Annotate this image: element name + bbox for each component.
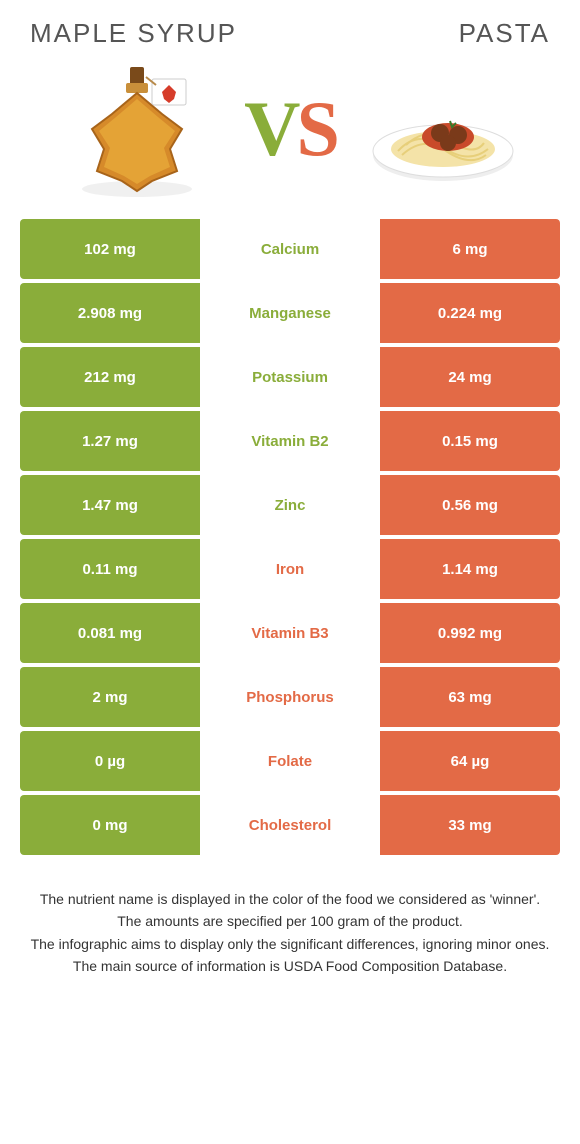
cell-left-value: 0 mg — [20, 795, 200, 855]
cell-right-value: 64 µg — [380, 731, 560, 791]
cell-left-value: 0.11 mg — [20, 539, 200, 599]
vs-v: V — [244, 85, 296, 172]
table-row: 0 mgCholesterol33 mg — [20, 795, 560, 855]
cell-nutrient-name: Calcium — [200, 219, 380, 279]
cell-right-value: 0.15 mg — [380, 411, 560, 471]
cell-left-value: 0 µg — [20, 731, 200, 791]
cell-right-value: 6 mg — [380, 219, 560, 279]
cell-nutrient-name: Vitamin B3 — [200, 603, 380, 663]
table-row: 2.908 mgManganese0.224 mg — [20, 283, 560, 343]
cell-right-value: 0.56 mg — [380, 475, 560, 535]
food-right-image — [336, 59, 550, 199]
cell-nutrient-name: Phosphorus — [200, 667, 380, 727]
cell-left-value: 0.081 mg — [20, 603, 200, 663]
infographic-root: Maple syrup Pasta VS — [0, 0, 580, 1144]
cell-left-value: 2 mg — [20, 667, 200, 727]
cell-right-value: 63 mg — [380, 667, 560, 727]
cell-left-value: 212 mg — [20, 347, 200, 407]
cell-right-value: 1.14 mg — [380, 539, 560, 599]
cell-nutrient-name: Manganese — [200, 283, 380, 343]
footer-note-line: The infographic aims to display only the… — [20, 934, 560, 954]
cell-nutrient-name: Iron — [200, 539, 380, 599]
table-row: 0.11 mgIron1.14 mg — [20, 539, 560, 599]
table-row: 0 µgFolate64 µg — [20, 731, 560, 791]
cell-nutrient-name: Zinc — [200, 475, 380, 535]
title-right: Pasta — [290, 18, 550, 49]
vs-s: S — [296, 85, 335, 172]
cell-nutrient-name: Cholesterol — [200, 795, 380, 855]
footer-notes: The nutrient name is displayed in the co… — [0, 859, 580, 976]
title-left: Maple syrup — [30, 18, 290, 49]
vs-label: VS — [244, 84, 336, 174]
hero-row: VS — [0, 49, 580, 219]
cell-right-value: 24 mg — [380, 347, 560, 407]
footer-note-line: The amounts are specified per 100 gram o… — [20, 911, 560, 931]
cell-left-value: 102 mg — [20, 219, 200, 279]
table-row: 102 mgCalcium6 mg — [20, 219, 560, 279]
cell-right-value: 0.224 mg — [380, 283, 560, 343]
cell-right-value: 33 mg — [380, 795, 560, 855]
cell-nutrient-name: Vitamin B2 — [200, 411, 380, 471]
titles-row: Maple syrup Pasta — [0, 0, 580, 49]
table-row: 212 mgPotassium24 mg — [20, 347, 560, 407]
cell-right-value: 0.992 mg — [380, 603, 560, 663]
table-row: 2 mgPhosphorus63 mg — [20, 667, 560, 727]
cell-left-value: 2.908 mg — [20, 283, 200, 343]
table-row: 0.081 mgVitamin B30.992 mg — [20, 603, 560, 663]
table-row: 1.27 mgVitamin B20.15 mg — [20, 411, 560, 471]
table-row: 1.47 mgZinc0.56 mg — [20, 475, 560, 535]
food-left-image — [30, 59, 244, 199]
comparison-table: 102 mgCalcium6 mg2.908 mgManganese0.224 … — [0, 219, 580, 855]
cell-left-value: 1.47 mg — [20, 475, 200, 535]
cell-left-value: 1.27 mg — [20, 411, 200, 471]
cell-nutrient-name: Potassium — [200, 347, 380, 407]
cell-nutrient-name: Folate — [200, 731, 380, 791]
footer-note-line: The main source of information is USDA F… — [20, 956, 560, 976]
footer-note-line: The nutrient name is displayed in the co… — [20, 889, 560, 909]
